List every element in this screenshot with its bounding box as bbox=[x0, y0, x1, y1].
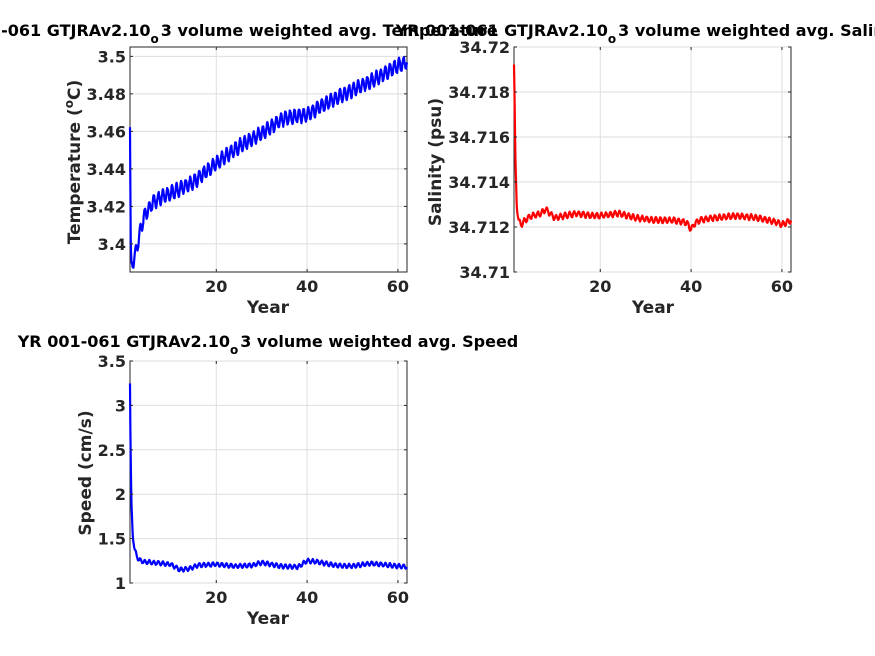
salinity-series bbox=[512, 64, 793, 232]
speed-ytick-label: 3.5 bbox=[98, 352, 126, 371]
speed-ylabel: Speed (cm/s) bbox=[76, 410, 96, 535]
temperature-ytick-label: 3.4 bbox=[98, 235, 126, 254]
speed-ticks: 20 40 60 1 1.5 2 2.5 3 3.5 bbox=[98, 352, 409, 607]
temperature-xtick-label: 20 bbox=[205, 277, 227, 296]
speed-ytick-label: 3 bbox=[115, 396, 126, 415]
salinity-ylabel: Salinity (psu) bbox=[426, 98, 446, 226]
speed-series bbox=[128, 383, 408, 573]
speed-xtick-label: 40 bbox=[296, 588, 318, 607]
salinity-ytick-label: 34.718 bbox=[448, 83, 510, 102]
salinity-data-line bbox=[512, 64, 793, 232]
salinity-ytick-label: 34.72 bbox=[459, 38, 510, 57]
speed-xtick-label: 20 bbox=[205, 588, 227, 607]
salinity-xlabel: Year bbox=[631, 298, 675, 318]
temperature-xtick-label: 40 bbox=[296, 277, 318, 296]
temperature-panel: 20 40 60 3.4 3.42 3.44 3.46 3.48 3.5 YR 001-061 … bbox=[0, 21, 498, 318]
salinity-ticks: 20 40 60 34.71 34.712 34.714 34.716 34.718 34.72 bbox=[448, 38, 793, 296]
temperature-xlabel: Year bbox=[246, 298, 290, 318]
temperature-ytick-label: 3.5 bbox=[98, 47, 126, 66]
speed-axes-box bbox=[129, 360, 408, 584]
temperature-ticks: 20 40 60 3.4 3.42 3.44 3.46 3.48 3.5 bbox=[87, 47, 409, 296]
salinity-title: YR 001-061 GTJRAv2.10o 3 volume weighted … bbox=[395, 21, 875, 46]
temperature-ylabel: Temperature (oC) bbox=[62, 80, 85, 244]
salinity-grid bbox=[514, 46, 791, 273]
temperature-series bbox=[128, 56, 409, 269]
speed-ytick-label: 2 bbox=[115, 485, 126, 504]
temperature-ytick-label: 3.48 bbox=[87, 85, 126, 104]
speed-panel: 20 40 60 1 1.5 2 2.5 3 3.5 YR 001-061 GTJRAv2.10… bbox=[17, 332, 519, 629]
speed-grid bbox=[130, 360, 407, 584]
salinity-xtick-label: 20 bbox=[589, 277, 611, 296]
speed-title: YR 001-061 GTJRAv2.10o 3 volume weighted … bbox=[17, 332, 519, 357]
speed-ytick-label: 1.5 bbox=[98, 530, 126, 549]
salinity-xtick-label: 60 bbox=[771, 277, 793, 296]
salinity-axes-box bbox=[513, 46, 792, 273]
salinity-ytick-label: 34.71 bbox=[459, 263, 510, 282]
speed-ytick-label: 2.5 bbox=[98, 441, 126, 460]
salinity-ytick-label: 34.714 bbox=[448, 173, 510, 192]
temperature-ytick-label: 3.42 bbox=[87, 197, 126, 216]
temperature-ytick-label: 3.46 bbox=[87, 122, 126, 141]
salinity-ytick-label: 34.712 bbox=[448, 218, 510, 237]
speed-ytick-label: 1 bbox=[115, 574, 126, 593]
speed-xtick-label: 60 bbox=[387, 588, 409, 607]
temperature-ytick-label: 3.44 bbox=[87, 160, 126, 179]
salinity-xtick-label: 40 bbox=[680, 277, 702, 296]
speed-data-line bbox=[128, 383, 408, 573]
temperature-xtick-label: 60 bbox=[387, 277, 409, 296]
salinity-ytick-label: 34.716 bbox=[448, 128, 510, 147]
speed-xlabel: Year bbox=[246, 609, 290, 629]
temperature-data-line bbox=[128, 56, 409, 269]
salinity-panel: 20 40 60 34.71 34.712 34.714 34.716 34.718 34.72… bbox=[395, 21, 875, 318]
